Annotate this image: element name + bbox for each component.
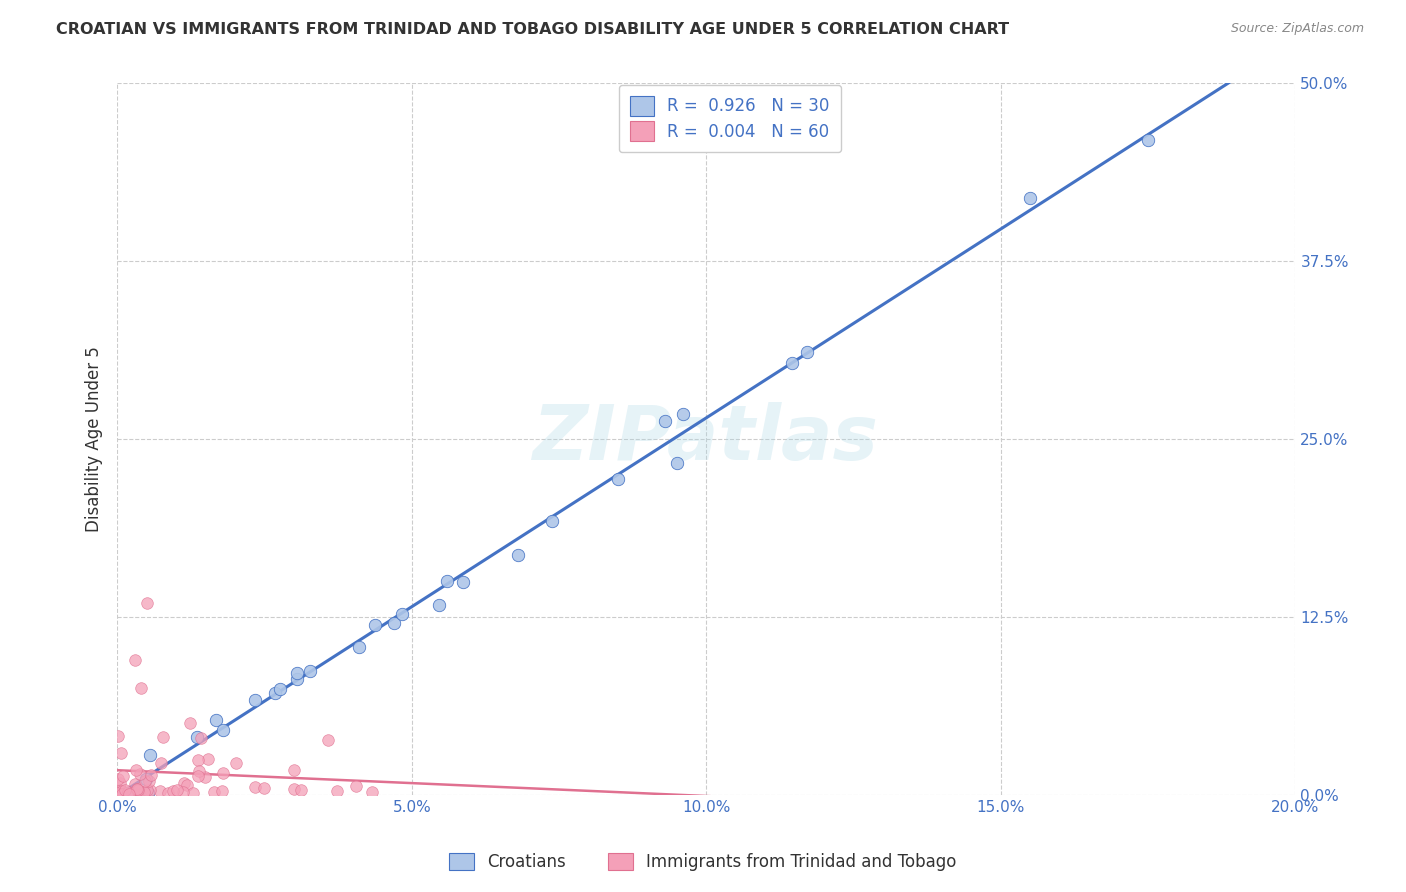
Point (139, 783, 162, 797)
Point (211, 766, 233, 780)
Point (127, 785, 149, 799)
Point (118, 787, 141, 801)
Point (285, 665, 308, 680)
Text: ZIPatlas: ZIPatlas (533, 402, 879, 476)
Point (197, 752, 219, 766)
Point (269, 681, 291, 696)
Y-axis label: Disability Age Under 5: Disability Age Under 5 (86, 346, 103, 532)
Point (607, 472, 630, 486)
Legend: R =  0.926   N = 30, R =  0.004   N = 60: R = 0.926 N = 30, R = 0.004 N = 60 (619, 85, 841, 153)
Point (1019, 191, 1042, 205)
Point (179, 716, 201, 731)
Point (124, 652, 146, 666)
Point (290, 782, 312, 797)
Point (138, 747, 160, 762)
Point (211, 784, 233, 798)
Point (187, 753, 209, 767)
Point (283, 764, 305, 778)
Point (326, 784, 349, 798)
Point (541, 514, 564, 528)
Point (506, 548, 529, 562)
Point (225, 756, 247, 770)
Point (654, 414, 676, 428)
Point (125, 764, 148, 778)
Point (138, 773, 160, 788)
Point (114, 783, 136, 797)
Point (243, 780, 266, 794)
Point (194, 770, 217, 784)
Point (134, 774, 156, 789)
Point (111, 787, 134, 801)
Point (172, 785, 194, 799)
Point (166, 783, 188, 797)
Point (427, 598, 450, 612)
Point (127, 783, 149, 797)
Point (110, 746, 132, 760)
Point (796, 344, 818, 359)
Point (264, 686, 287, 700)
Point (188, 764, 211, 778)
Text: Source: ZipAtlas.com: Source: ZipAtlas.com (1230, 22, 1364, 36)
Point (135, 772, 157, 787)
Point (212, 723, 235, 737)
Point (105, 786, 128, 800)
Point (121, 786, 143, 800)
Point (252, 780, 274, 795)
Point (299, 664, 322, 678)
Point (156, 786, 179, 800)
Point (672, 407, 695, 421)
Point (360, 785, 382, 799)
Point (190, 731, 212, 746)
Point (285, 673, 308, 687)
Point (245, 693, 267, 707)
Point (108, 784, 131, 798)
Point (136, 786, 159, 800)
Point (162, 784, 184, 798)
Point (108, 776, 131, 790)
Point (136, 783, 159, 797)
Legend: Croatians, Immigrants from Trinidad and Tobago: Croatians, Immigrants from Trinidad and … (441, 845, 965, 880)
Text: CROATIAN VS IMMIGRANTS FROM TRINIDAD AND TOBAGO DISABILITY AGE UNDER 5 CORRELATI: CROATIAN VS IMMIGRANTS FROM TRINIDAD AND… (56, 22, 1010, 37)
Point (205, 713, 228, 727)
Point (111, 769, 134, 783)
Point (111, 784, 134, 798)
Point (124, 777, 146, 791)
Point (173, 776, 195, 790)
Point (149, 756, 172, 770)
Point (363, 618, 385, 632)
Point (391, 607, 413, 621)
Point (135, 596, 157, 610)
Point (436, 574, 458, 588)
Point (149, 784, 172, 798)
Point (107, 772, 129, 787)
Point (202, 785, 225, 799)
Point (117, 785, 139, 799)
Point (125, 783, 148, 797)
Point (134, 785, 156, 799)
Point (107, 729, 129, 743)
Point (176, 778, 198, 792)
Point (127, 782, 149, 797)
Point (131, 786, 153, 800)
Point (665, 456, 688, 470)
Point (283, 782, 305, 797)
Point (127, 782, 149, 797)
Point (780, 356, 803, 370)
Point (181, 786, 204, 800)
Point (186, 730, 208, 744)
Point (1137, 133, 1160, 147)
Point (139, 768, 162, 782)
Point (451, 575, 474, 590)
Point (129, 767, 152, 781)
Point (187, 769, 209, 783)
Point (382, 615, 405, 630)
Point (129, 681, 152, 695)
Point (347, 640, 370, 654)
Point (316, 733, 339, 747)
Point (152, 730, 174, 744)
Point (344, 779, 367, 793)
